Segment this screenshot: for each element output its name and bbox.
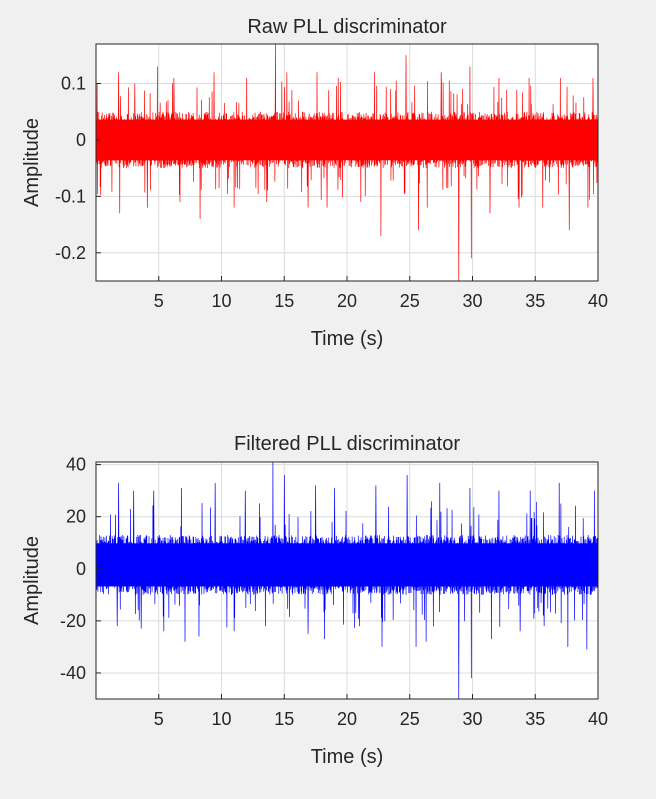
- x-tick-label: 30: [462, 709, 482, 729]
- x-tick-label: 25: [400, 291, 420, 311]
- x-tick-label: 10: [211, 709, 231, 729]
- x-axis-label: Time (s): [311, 328, 384, 350]
- y-tick-label: -0.1: [55, 186, 86, 206]
- x-tick-label: 15: [274, 709, 294, 729]
- x-tick-label: 30: [462, 291, 482, 311]
- y-tick-label: -0.2: [55, 243, 86, 263]
- series-dense-core: [96, 543, 598, 587]
- x-tick-label: 20: [337, 291, 357, 311]
- filtered-pll-discriminator-plot: 5 10 15 20 25 30 35 40 40 20 0 -20 -40 Filtered PLL …: [21, 433, 608, 768]
- x-tick-label: 20: [337, 709, 357, 729]
- raw-pll-discriminator-plot: 5 10 15 20 25 30 35 40 0.1 0 -0.1 -0.2 Raw PLL disc…: [21, 16, 608, 350]
- x-tick-label: 15: [274, 291, 294, 311]
- axis-ticks: 5 10 15 20 25 30 35 40 0.1 0 -0.1 -0.2: [55, 74, 608, 312]
- y-tick-label: 0: [76, 130, 86, 150]
- x-tick-label: 5: [154, 291, 164, 311]
- y-axis-label: Amplitude: [21, 536, 43, 625]
- filtered-signal-trace: [95, 461, 599, 700]
- x-tick-label: 40: [588, 709, 608, 729]
- x-tick-label: 25: [400, 709, 420, 729]
- plot-title: Filtered PLL discriminator: [234, 433, 460, 455]
- x-tick-label: 35: [525, 291, 545, 311]
- x-axis-label: Time (s): [311, 746, 384, 768]
- y-axis-label: Amplitude: [21, 118, 43, 207]
- x-tick-label: 5: [154, 709, 164, 729]
- x-tick-label: 40: [588, 291, 608, 311]
- x-tick-label: 10: [211, 291, 231, 311]
- raw-signal-trace: [95, 43, 599, 282]
- plot-title: Raw PLL discriminator: [247, 16, 447, 38]
- x-tick-label: 35: [525, 709, 545, 729]
- y-tick-label: -40: [60, 663, 86, 683]
- y-tick-label: 40: [66, 455, 86, 475]
- y-tick-label: 0: [76, 559, 86, 579]
- y-tick-label: 20: [66, 507, 86, 527]
- y-tick-label: -20: [60, 611, 86, 631]
- y-tick-label: 0.1: [61, 74, 86, 94]
- series-dense-core: [96, 119, 598, 161]
- axis-ticks: 5 10 15 20 25 30 35 40 40 20 0 -20 -40: [60, 455, 608, 729]
